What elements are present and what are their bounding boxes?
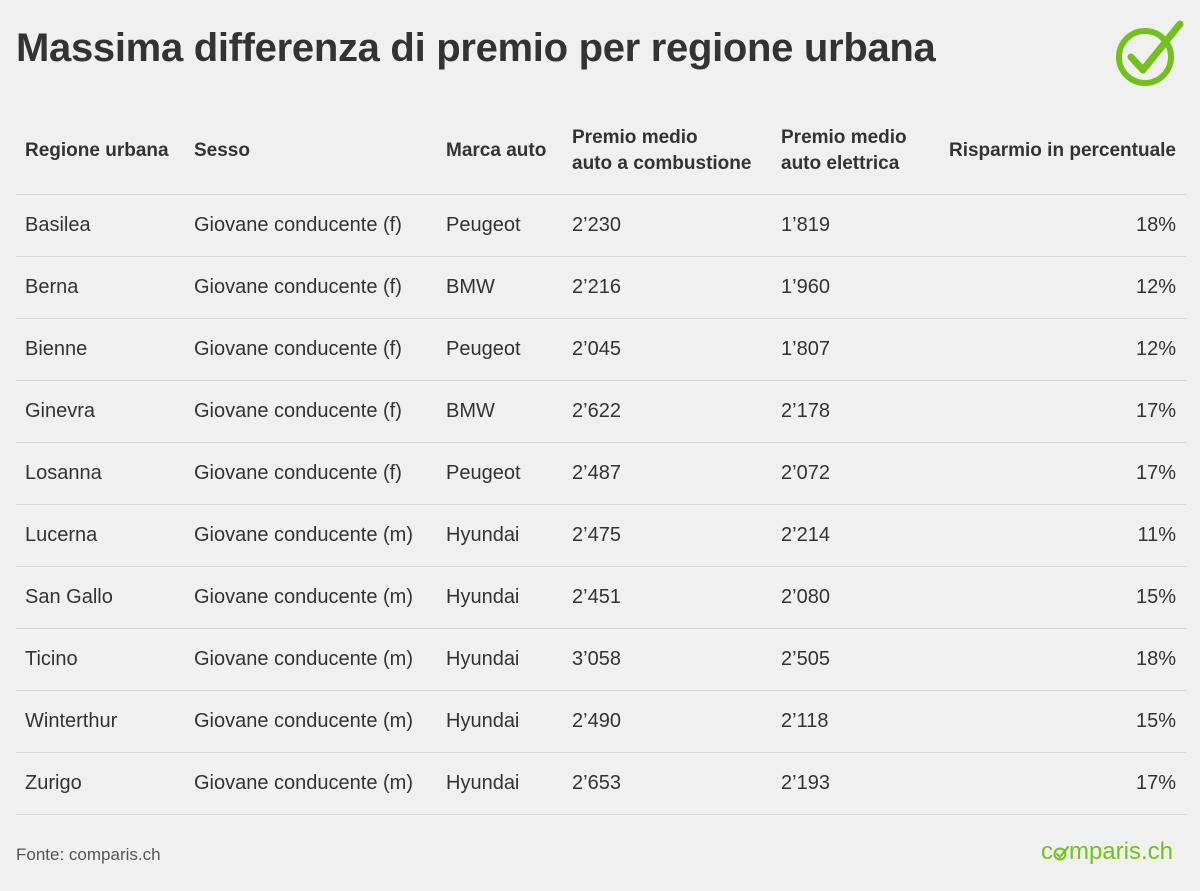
- brand-check-icon: [1053, 845, 1070, 861]
- table-row: Zurigo Giovane conducente (m) Hyundai 2’…: [16, 752, 1186, 815]
- cell-premio-elettrica: 2’080: [772, 566, 924, 629]
- cell-premio-combustione: 2’216: [563, 256, 772, 319]
- cell-regione: Bienne: [16, 318, 185, 381]
- table-row: Basilea Giovane conducente (f) Peugeot 2…: [16, 194, 1186, 257]
- cell-risparmio: 12%: [924, 318, 1186, 381]
- cell-premio-elettrica: 1’807: [772, 318, 924, 381]
- column-header-premio-combustione: Premio medio auto a combustione: [563, 108, 772, 195]
- column-header-premio-elettrica: Premio medio auto elettrica: [772, 108, 924, 195]
- cell-regione: Ginevra: [16, 380, 185, 443]
- table-row: Bienne Giovane conducente (f) Peugeot 2’…: [16, 318, 1186, 381]
- cell-regione: San Gallo: [16, 566, 185, 629]
- cell-sesso: Giovane conducente (m): [185, 566, 437, 629]
- cell-risparmio: 15%: [924, 690, 1186, 753]
- cell-marca: Hyundai: [437, 504, 563, 567]
- table-header-row: Regione urbana Sesso Marca auto Premio m…: [16, 108, 1186, 195]
- cell-premio-elettrica: 2’178: [772, 380, 924, 443]
- column-header-risparmio: Risparmio in percentuale: [924, 108, 1186, 195]
- cell-marca: BMW: [437, 380, 563, 443]
- cell-risparmio: 15%: [924, 566, 1186, 629]
- column-header-regione: Regione urbana: [16, 108, 185, 195]
- source-note: Fonte: comparis.ch: [16, 845, 161, 864]
- cell-premio-combustione: 2’451: [563, 566, 772, 629]
- column-header-marca: Marca auto: [437, 108, 563, 195]
- cell-regione: Zurigo: [16, 752, 185, 815]
- cell-regione: Basilea: [16, 194, 185, 257]
- cell-marca: BMW: [437, 256, 563, 319]
- table-row: San Gallo Giovane conducente (m) Hyundai…: [16, 566, 1186, 629]
- cell-regione: Winterthur: [16, 690, 185, 753]
- page-title: Massima differenza di premio per regione…: [16, 26, 936, 70]
- cell-regione: Ticino: [16, 628, 185, 691]
- cell-marca: Hyundai: [437, 752, 563, 815]
- table-row: Lucerna Giovane conducente (m) Hyundai 2…: [16, 504, 1186, 567]
- cell-risparmio: 18%: [924, 628, 1186, 691]
- cell-marca: Peugeot: [437, 318, 563, 381]
- check-circle-icon: [1116, 20, 1184, 86]
- table-row: Ticino Giovane conducente (m) Hyundai 3’…: [16, 628, 1186, 691]
- table-row: Winterthur Giovane conducente (m) Hyunda…: [16, 690, 1186, 753]
- cell-marca: Hyundai: [437, 690, 563, 753]
- cell-premio-combustione: 2’230: [563, 194, 772, 257]
- data-table-container: Regione urbana Sesso Marca auto Premio m…: [16, 108, 1186, 815]
- cell-sesso: Giovane conducente (f): [185, 194, 437, 257]
- cell-risparmio: 17%: [924, 380, 1186, 443]
- cell-premio-combustione: 2’622: [563, 380, 772, 443]
- cell-sesso: Giovane conducente (m): [185, 628, 437, 691]
- cell-premio-combustione: 2’487: [563, 442, 772, 505]
- cell-premio-elettrica: 1’819: [772, 194, 924, 257]
- cell-sesso: Giovane conducente (m): [185, 752, 437, 815]
- brand-logo-suffix: mparis.ch: [1068, 838, 1173, 865]
- cell-premio-elettrica: 2’118: [772, 690, 924, 753]
- cell-premio-combustione: 2’475: [563, 504, 772, 567]
- cell-premio-combustione: 2’490: [563, 690, 772, 753]
- brand-logo-prefix: c: [1040, 838, 1053, 865]
- cell-marca: Hyundai: [437, 566, 563, 629]
- table-row: Berna Giovane conducente (f) BMW 2’216 1…: [16, 256, 1186, 319]
- cell-regione: Lucerna: [16, 504, 185, 567]
- column-header-sesso: Sesso: [185, 108, 437, 195]
- cell-premio-combustione: 2’653: [563, 752, 772, 815]
- cell-sesso: Giovane conducente (f): [185, 256, 437, 319]
- cell-premio-elettrica: 2’193: [772, 752, 924, 815]
- cell-premio-combustione: 3’058: [563, 628, 772, 691]
- column-header-premio-combustione-line1: Premio medio: [572, 127, 698, 148]
- cell-sesso: Giovane conducente (f): [185, 380, 437, 443]
- cell-regione: Losanna: [16, 442, 185, 505]
- cell-premio-elettrica: 1’960: [772, 256, 924, 319]
- cell-sesso: Giovane conducente (f): [185, 318, 437, 381]
- column-header-premio-elettrica-line1: Premio medio: [781, 127, 907, 148]
- cell-premio-elettrica: 2’072: [772, 442, 924, 505]
- cell-sesso: Giovane conducente (m): [185, 504, 437, 567]
- cell-premio-combustione: 2’045: [563, 318, 772, 381]
- cell-premio-elettrica: 2’214: [772, 504, 924, 567]
- cell-risparmio: 11%: [924, 504, 1186, 567]
- brand-logo: c mparis.ch: [1041, 838, 1173, 866]
- cell-marca: Peugeot: [437, 194, 563, 257]
- premium-table: Regione urbana Sesso Marca auto Premio m…: [16, 108, 1186, 815]
- cell-regione: Berna: [16, 256, 185, 319]
- cell-risparmio: 18%: [924, 194, 1186, 257]
- column-header-premio-combustione-line2: auto a combustione: [572, 153, 752, 174]
- column-header-premio-elettrica-line2: auto elettrica: [781, 153, 900, 174]
- cell-risparmio: 12%: [924, 256, 1186, 319]
- cell-sesso: Giovane conducente (m): [185, 690, 437, 753]
- table-row: Ginevra Giovane conducente (f) BMW 2’622…: [16, 380, 1186, 443]
- table-row: Losanna Giovane conducente (f) Peugeot 2…: [16, 442, 1186, 505]
- cell-premio-elettrica: 2’505: [772, 628, 924, 691]
- cell-risparmio: 17%: [924, 752, 1186, 815]
- cell-marca: Hyundai: [437, 628, 563, 691]
- cell-risparmio: 17%: [924, 442, 1186, 505]
- cell-marca: Peugeot: [437, 442, 563, 505]
- cell-sesso: Giovane conducente (f): [185, 442, 437, 505]
